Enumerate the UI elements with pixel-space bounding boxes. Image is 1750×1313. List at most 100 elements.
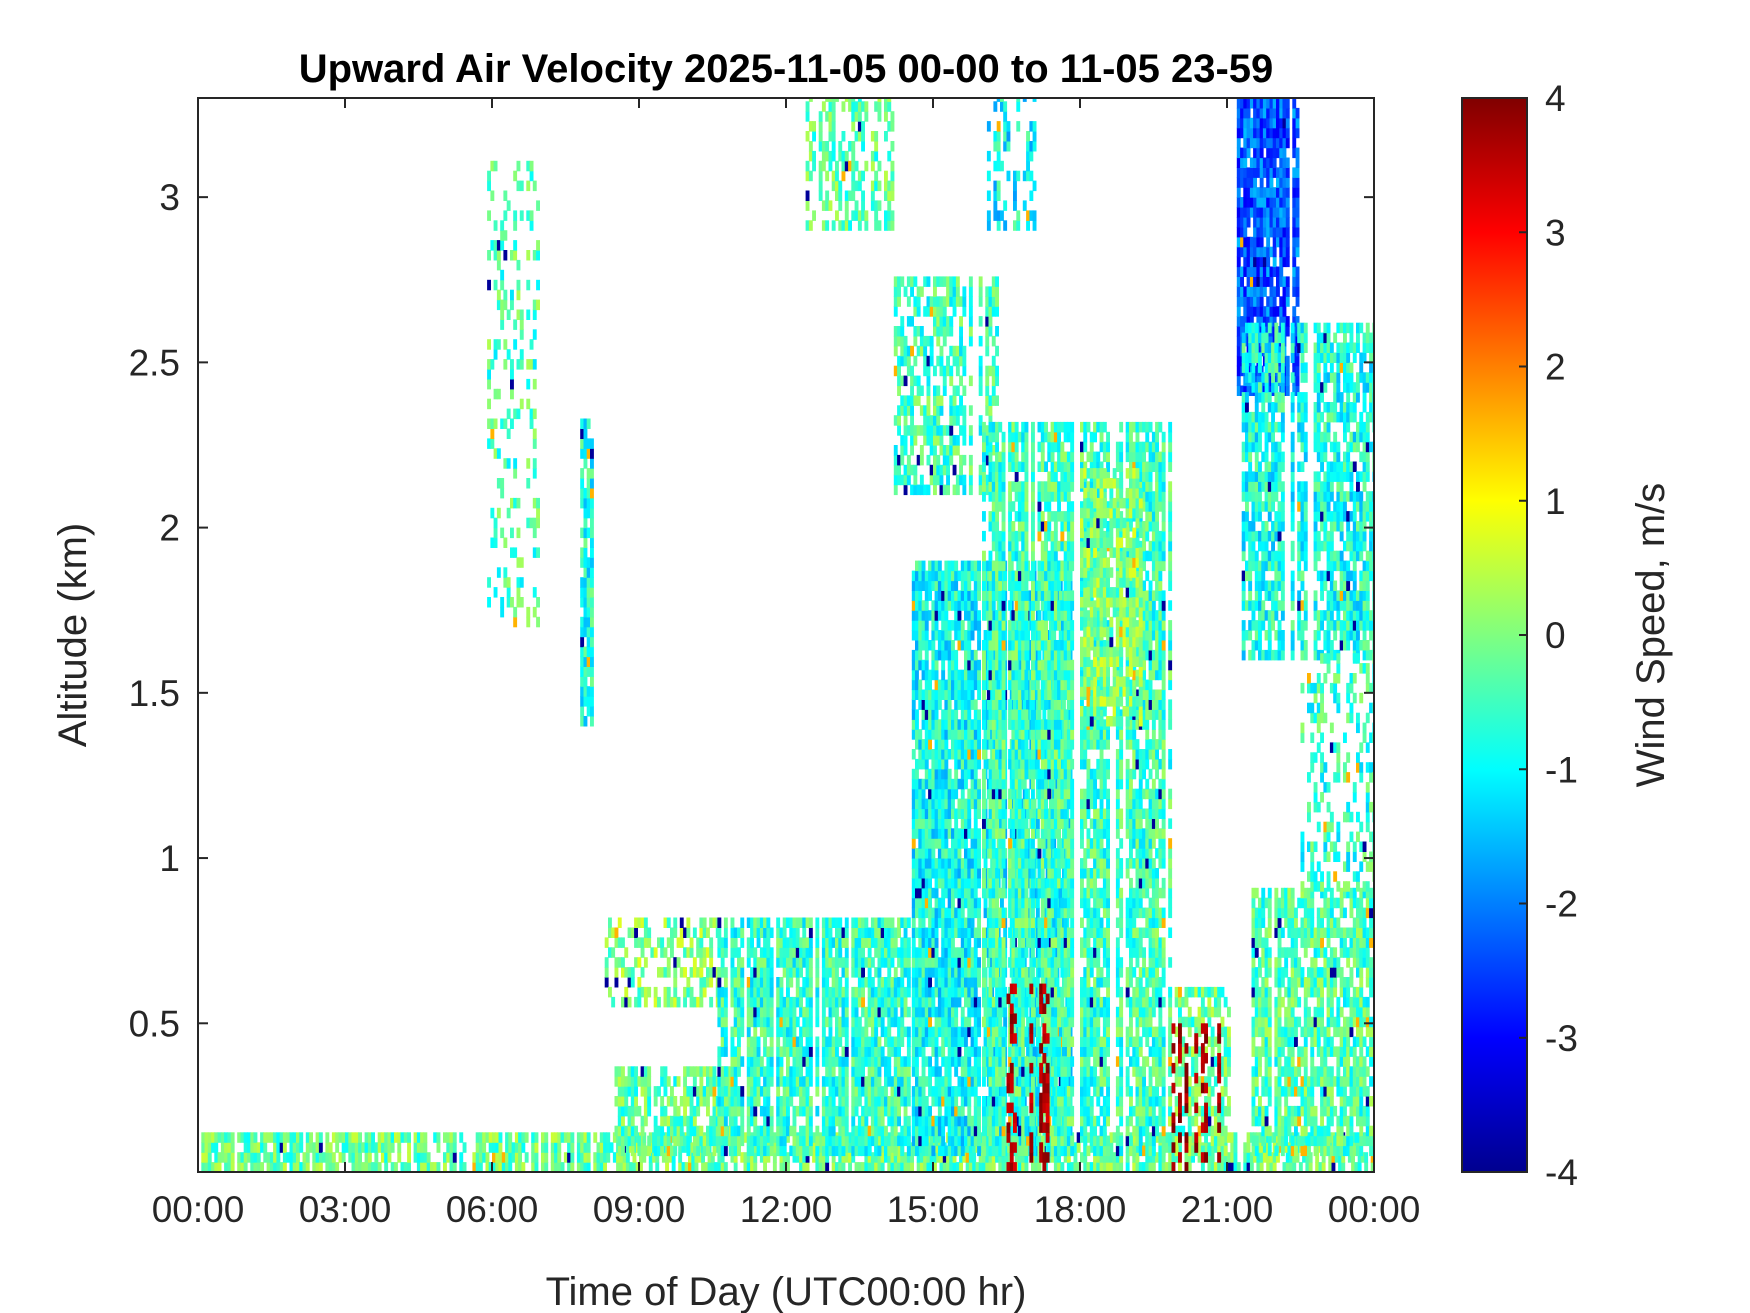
heat-cell (937, 778, 942, 790)
heat-cell (374, 1152, 379, 1163)
heat-cell (944, 788, 949, 800)
heat-cell (924, 749, 929, 760)
heat-cell (944, 580, 949, 591)
heat-cell (583, 626, 588, 638)
heat-cell (821, 977, 826, 988)
heat-cell (1145, 1162, 1150, 1172)
heat-cell (973, 1105, 978, 1117)
heat-cell (937, 1006, 942, 1018)
heat-cell (918, 600, 923, 611)
heat-cell (683, 986, 687, 998)
heat-cell (808, 1105, 813, 1117)
heat-cell (870, 957, 875, 968)
heat-cell (640, 1115, 645, 1127)
heat-cell (951, 798, 955, 810)
heat-cell (730, 1046, 735, 1057)
heat-cell (487, 279, 491, 291)
heat-cell (968, 296, 973, 307)
heat-cell (911, 580, 916, 591)
heat-cell (534, 1152, 539, 1163)
heat-cell (490, 418, 495, 429)
heat-cell (247, 1142, 251, 1153)
heat-cell (934, 957, 939, 968)
heat-cell (968, 375, 973, 387)
heat-cell (815, 1076, 820, 1087)
heat-cell (1227, 1152, 1231, 1163)
heat-cell (586, 507, 591, 519)
heat-cell (939, 296, 944, 307)
heat-cell (877, 957, 882, 968)
heat-cell (928, 927, 932, 938)
heat-cell (851, 1036, 856, 1047)
heat-cell (831, 986, 836, 998)
heat-cell (926, 415, 931, 426)
heat-cell (779, 1152, 784, 1163)
heat-cell (884, 98, 888, 102)
heat-cell (851, 141, 856, 152)
heat-cell (510, 250, 514, 261)
heat-cell (740, 977, 745, 988)
heat-cell (490, 160, 495, 172)
heat-cell (977, 798, 981, 810)
heat-cell (750, 986, 754, 998)
heat-cell (985, 1162, 990, 1172)
heat-cell (924, 1135, 929, 1147)
heat-cell (570, 1142, 575, 1153)
heat-cell (828, 927, 833, 938)
heat-cell (951, 749, 955, 760)
heat-cell (970, 887, 975, 899)
heat-cell (880, 1096, 885, 1107)
heat-cell (977, 689, 981, 700)
heat-cell (498, 1162, 503, 1172)
heat-cell (864, 160, 869, 172)
heat-cell (957, 808, 962, 819)
heat-cell (493, 527, 498, 539)
heat-cell (296, 1142, 300, 1153)
heat-cell (944, 1076, 949, 1087)
heat-cell (924, 1036, 929, 1047)
heat-cell (841, 131, 846, 142)
heat-cell (910, 415, 914, 426)
heat-cell (854, 957, 859, 968)
heat-cell (957, 1135, 962, 1147)
heat-cell (931, 907, 936, 919)
heat-cell (944, 689, 949, 700)
heat-cell (1161, 1152, 1166, 1163)
heat-cell (924, 699, 929, 710)
heat-cell (861, 1006, 865, 1018)
heat-cell (583, 497, 588, 509)
heat-cell (918, 630, 923, 641)
heat-cell (874, 1046, 879, 1057)
heat-cell (831, 1006, 836, 1018)
heat-cell (977, 957, 981, 968)
heat-cell (596, 1152, 601, 1163)
heat-cell (960, 937, 965, 948)
heat-cell (941, 1026, 946, 1038)
heat-cell (954, 729, 959, 740)
heat-cell (877, 1006, 882, 1018)
heat-cell (911, 1036, 916, 1047)
heat-cell (815, 1036, 820, 1047)
heat-cell (928, 1125, 932, 1137)
heat-cell (919, 286, 924, 297)
heat-cell (625, 1162, 630, 1172)
heat-cell (733, 1076, 738, 1087)
heat-cell (354, 1132, 359, 1143)
heat-cell (256, 1142, 261, 1153)
heat-cell (960, 917, 965, 928)
heat-cell (928, 689, 932, 700)
heat-cell (536, 279, 540, 291)
heat-cell (640, 947, 645, 958)
heat-cell (887, 917, 892, 928)
heat-cell (821, 967, 826, 978)
heat-cell (951, 560, 955, 572)
heat-cell (941, 996, 946, 1008)
heat-cell (957, 1046, 962, 1057)
heat-cell (900, 937, 905, 948)
heat-cell (854, 180, 859, 192)
heat-cell (939, 464, 944, 476)
heat-cell (599, 1162, 604, 1172)
heat-cell (928, 739, 932, 750)
heat-cell (924, 610, 929, 621)
heat-cell (857, 98, 862, 102)
